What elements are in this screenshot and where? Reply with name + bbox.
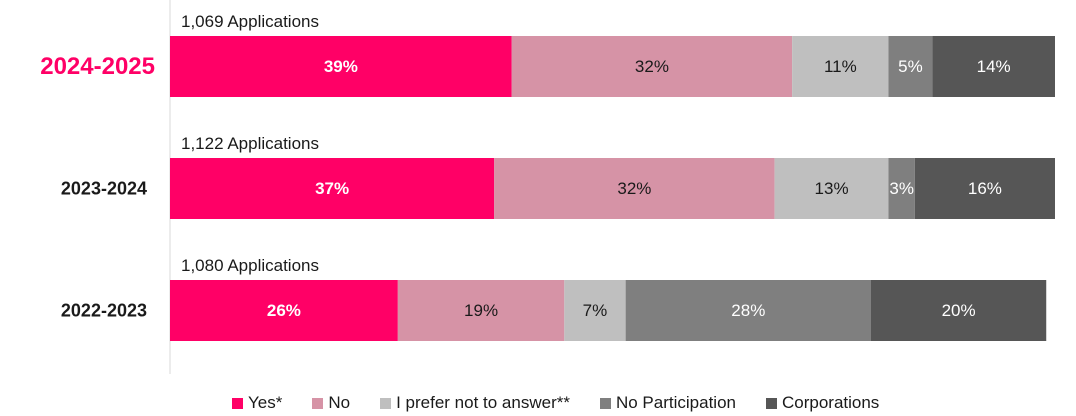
chart-legend: Yes* No I prefer not to answer** No Partici… — [232, 393, 879, 413]
bar-segment — [494, 158, 775, 219]
bar-segment — [170, 280, 398, 341]
data-label: 3% — [889, 179, 914, 198]
data-label: 20% — [942, 301, 976, 320]
applications-label: 1,080 Applications — [181, 256, 319, 275]
bar-segment — [914, 158, 1055, 219]
legend-item: I prefer not to answer** — [380, 393, 570, 413]
bar-segment — [888, 36, 933, 97]
data-label: 26% — [267, 301, 301, 320]
data-label: 28% — [731, 301, 765, 320]
bar-segment — [511, 36, 793, 97]
bar-segment — [170, 36, 512, 97]
bar-segment — [625, 280, 871, 341]
bar-segment — [932, 36, 1055, 97]
data-label: 19% — [464, 301, 498, 320]
legend-item: No Participation — [599, 393, 736, 413]
category-label: 2022-2023 — [61, 301, 147, 321]
legend-swatch — [380, 397, 392, 409]
legend-label: No — [328, 393, 351, 412]
bar-segment — [792, 36, 889, 97]
bar-segment — [774, 158, 889, 219]
category-label: 2023-2024 — [61, 179, 147, 199]
legend-label: Yes* — [248, 393, 283, 412]
data-label: 14% — [977, 57, 1011, 76]
legend-swatch — [765, 397, 777, 409]
bar-segment — [170, 158, 495, 219]
applications-label: 1,122 Applications — [181, 134, 319, 153]
data-label: 13% — [815, 179, 849, 198]
category-label: 2024-2025 — [40, 53, 155, 80]
bar-segment — [564, 280, 626, 341]
legend-swatch — [312, 397, 324, 409]
data-label: 32% — [617, 179, 651, 198]
bar-segment — [888, 158, 915, 219]
legend-swatch — [232, 397, 243, 409]
applications-label: 1,069 Applications — [181, 12, 319, 31]
legend-label: Corporations — [781, 393, 880, 412]
legend-label: I prefer not to answer** — [396, 393, 570, 412]
data-label: 37% — [315, 179, 349, 198]
data-label: 7% — [583, 301, 608, 320]
bar-segment — [397, 280, 565, 341]
data-label: 16% — [968, 179, 1002, 198]
data-label: 32% — [635, 57, 669, 76]
legend-item: No — [312, 393, 350, 413]
legend-item: Yes* — [232, 393, 282, 413]
bar-segment — [870, 280, 1047, 341]
data-label: 11% — [824, 57, 857, 76]
data-label: 39% — [324, 57, 358, 76]
legend-label: No Participation — [615, 393, 736, 412]
data-label: 5% — [898, 57, 923, 76]
legend-item: Corporations — [765, 393, 880, 413]
legend-swatch — [599, 397, 611, 409]
